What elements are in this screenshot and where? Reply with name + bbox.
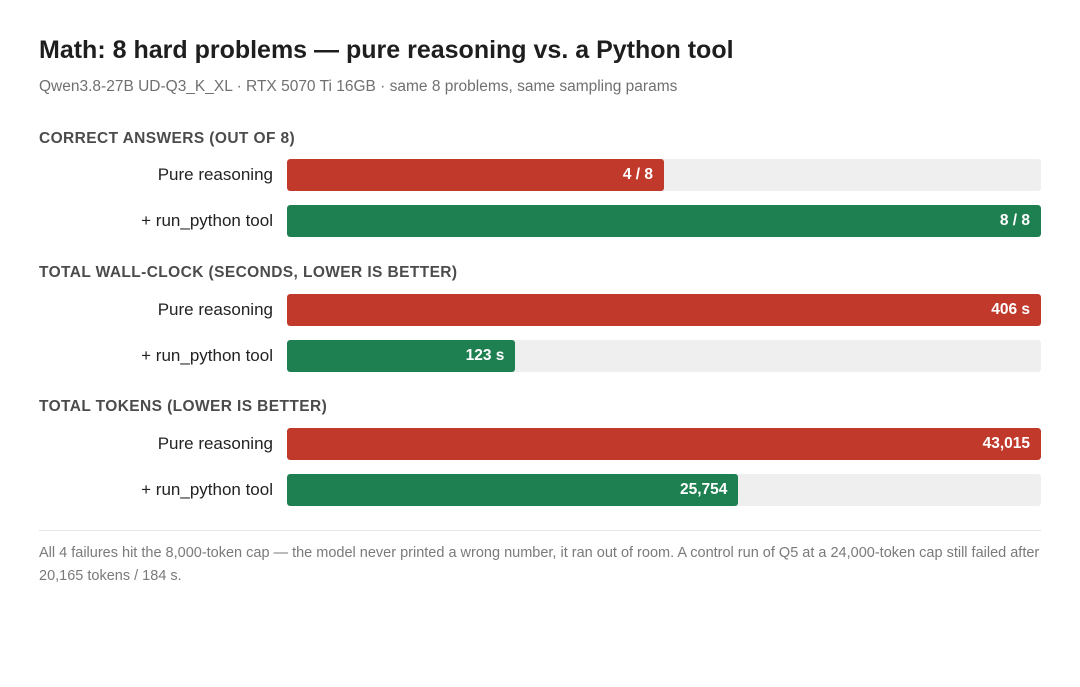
category-label: + run_python tool xyxy=(141,480,273,499)
bar-value-label: 406 s xyxy=(991,301,1030,318)
bar-value-label: 4 / 8 xyxy=(622,166,653,183)
bar-track: 8 / 8 xyxy=(287,205,1041,237)
panel-total-tokens: TOTAL TOKENS (LOWER IS BETTER) Pure reas… xyxy=(39,398,1041,506)
bar-value-label: 25,754 xyxy=(680,481,728,498)
bar-track: 123 s xyxy=(287,340,1041,372)
bar-run-python-tool: 8 / 8 xyxy=(287,205,1041,237)
bar-row-run-python-tool: + run_python tool 123 s xyxy=(39,340,1041,372)
bar-pure-reasoning: 43,015 xyxy=(287,428,1041,460)
bar-track: 43,015 xyxy=(287,428,1041,460)
panel-correct-answers: CORRECT ANSWERS (OUT OF 8) Pure reasonin… xyxy=(39,130,1041,237)
footnote-divider xyxy=(39,530,1041,531)
footnote: All 4 failures hit the 8,000-token cap —… xyxy=(39,545,1040,584)
category-label: Pure reasoning xyxy=(157,434,273,453)
bar-row-run-python-tool: + run_python tool 25,754 xyxy=(39,474,1041,506)
bar-pure-reasoning: 4 / 8 xyxy=(287,159,664,191)
bar-row-pure-reasoning: Pure reasoning 4 / 8 xyxy=(39,159,1041,191)
panel-wall-clock: TOTAL WALL-CLOCK (SECONDS, LOWER IS BETT… xyxy=(39,264,1041,372)
bar-row-run-python-tool: + run_python tool 8 / 8 xyxy=(39,205,1041,237)
panel-title: TOTAL TOKENS (LOWER IS BETTER) xyxy=(39,398,328,415)
bar-run-python-tool: 123 s xyxy=(287,340,516,372)
category-label: Pure reasoning xyxy=(157,300,273,319)
bar-run-python-tool: 25,754 xyxy=(287,474,739,506)
panel-title: CORRECT ANSWERS (OUT OF 8) xyxy=(39,130,296,147)
bar-value-label: 123 s xyxy=(465,347,505,364)
bar-value-label: 43,015 xyxy=(982,435,1030,452)
category-label: + run_python tool xyxy=(141,346,273,365)
chart-subtitle: Qwen3.8-27B UD-Q3_K_XL · RTX 5070 Ti 16G… xyxy=(39,78,678,95)
bar-track: 406 s xyxy=(287,294,1041,326)
bar-row-pure-reasoning: Pure reasoning 406 s xyxy=(39,294,1041,326)
panel-title: TOTAL WALL-CLOCK (SECONDS, LOWER IS BETT… xyxy=(39,264,458,281)
category-label: Pure reasoning xyxy=(157,165,273,184)
bar-track: 25,754 xyxy=(287,474,1041,506)
chart-title: Math: 8 hard problems — pure reasoning v… xyxy=(39,36,734,64)
bar-pure-reasoning: 406 s xyxy=(287,294,1041,326)
bar-track: 4 / 8 xyxy=(287,159,1041,191)
category-label: + run_python tool xyxy=(141,211,273,230)
bar-value-label: 8 / 8 xyxy=(999,212,1030,229)
bar-row-pure-reasoning: Pure reasoning 43,015 xyxy=(39,428,1041,460)
